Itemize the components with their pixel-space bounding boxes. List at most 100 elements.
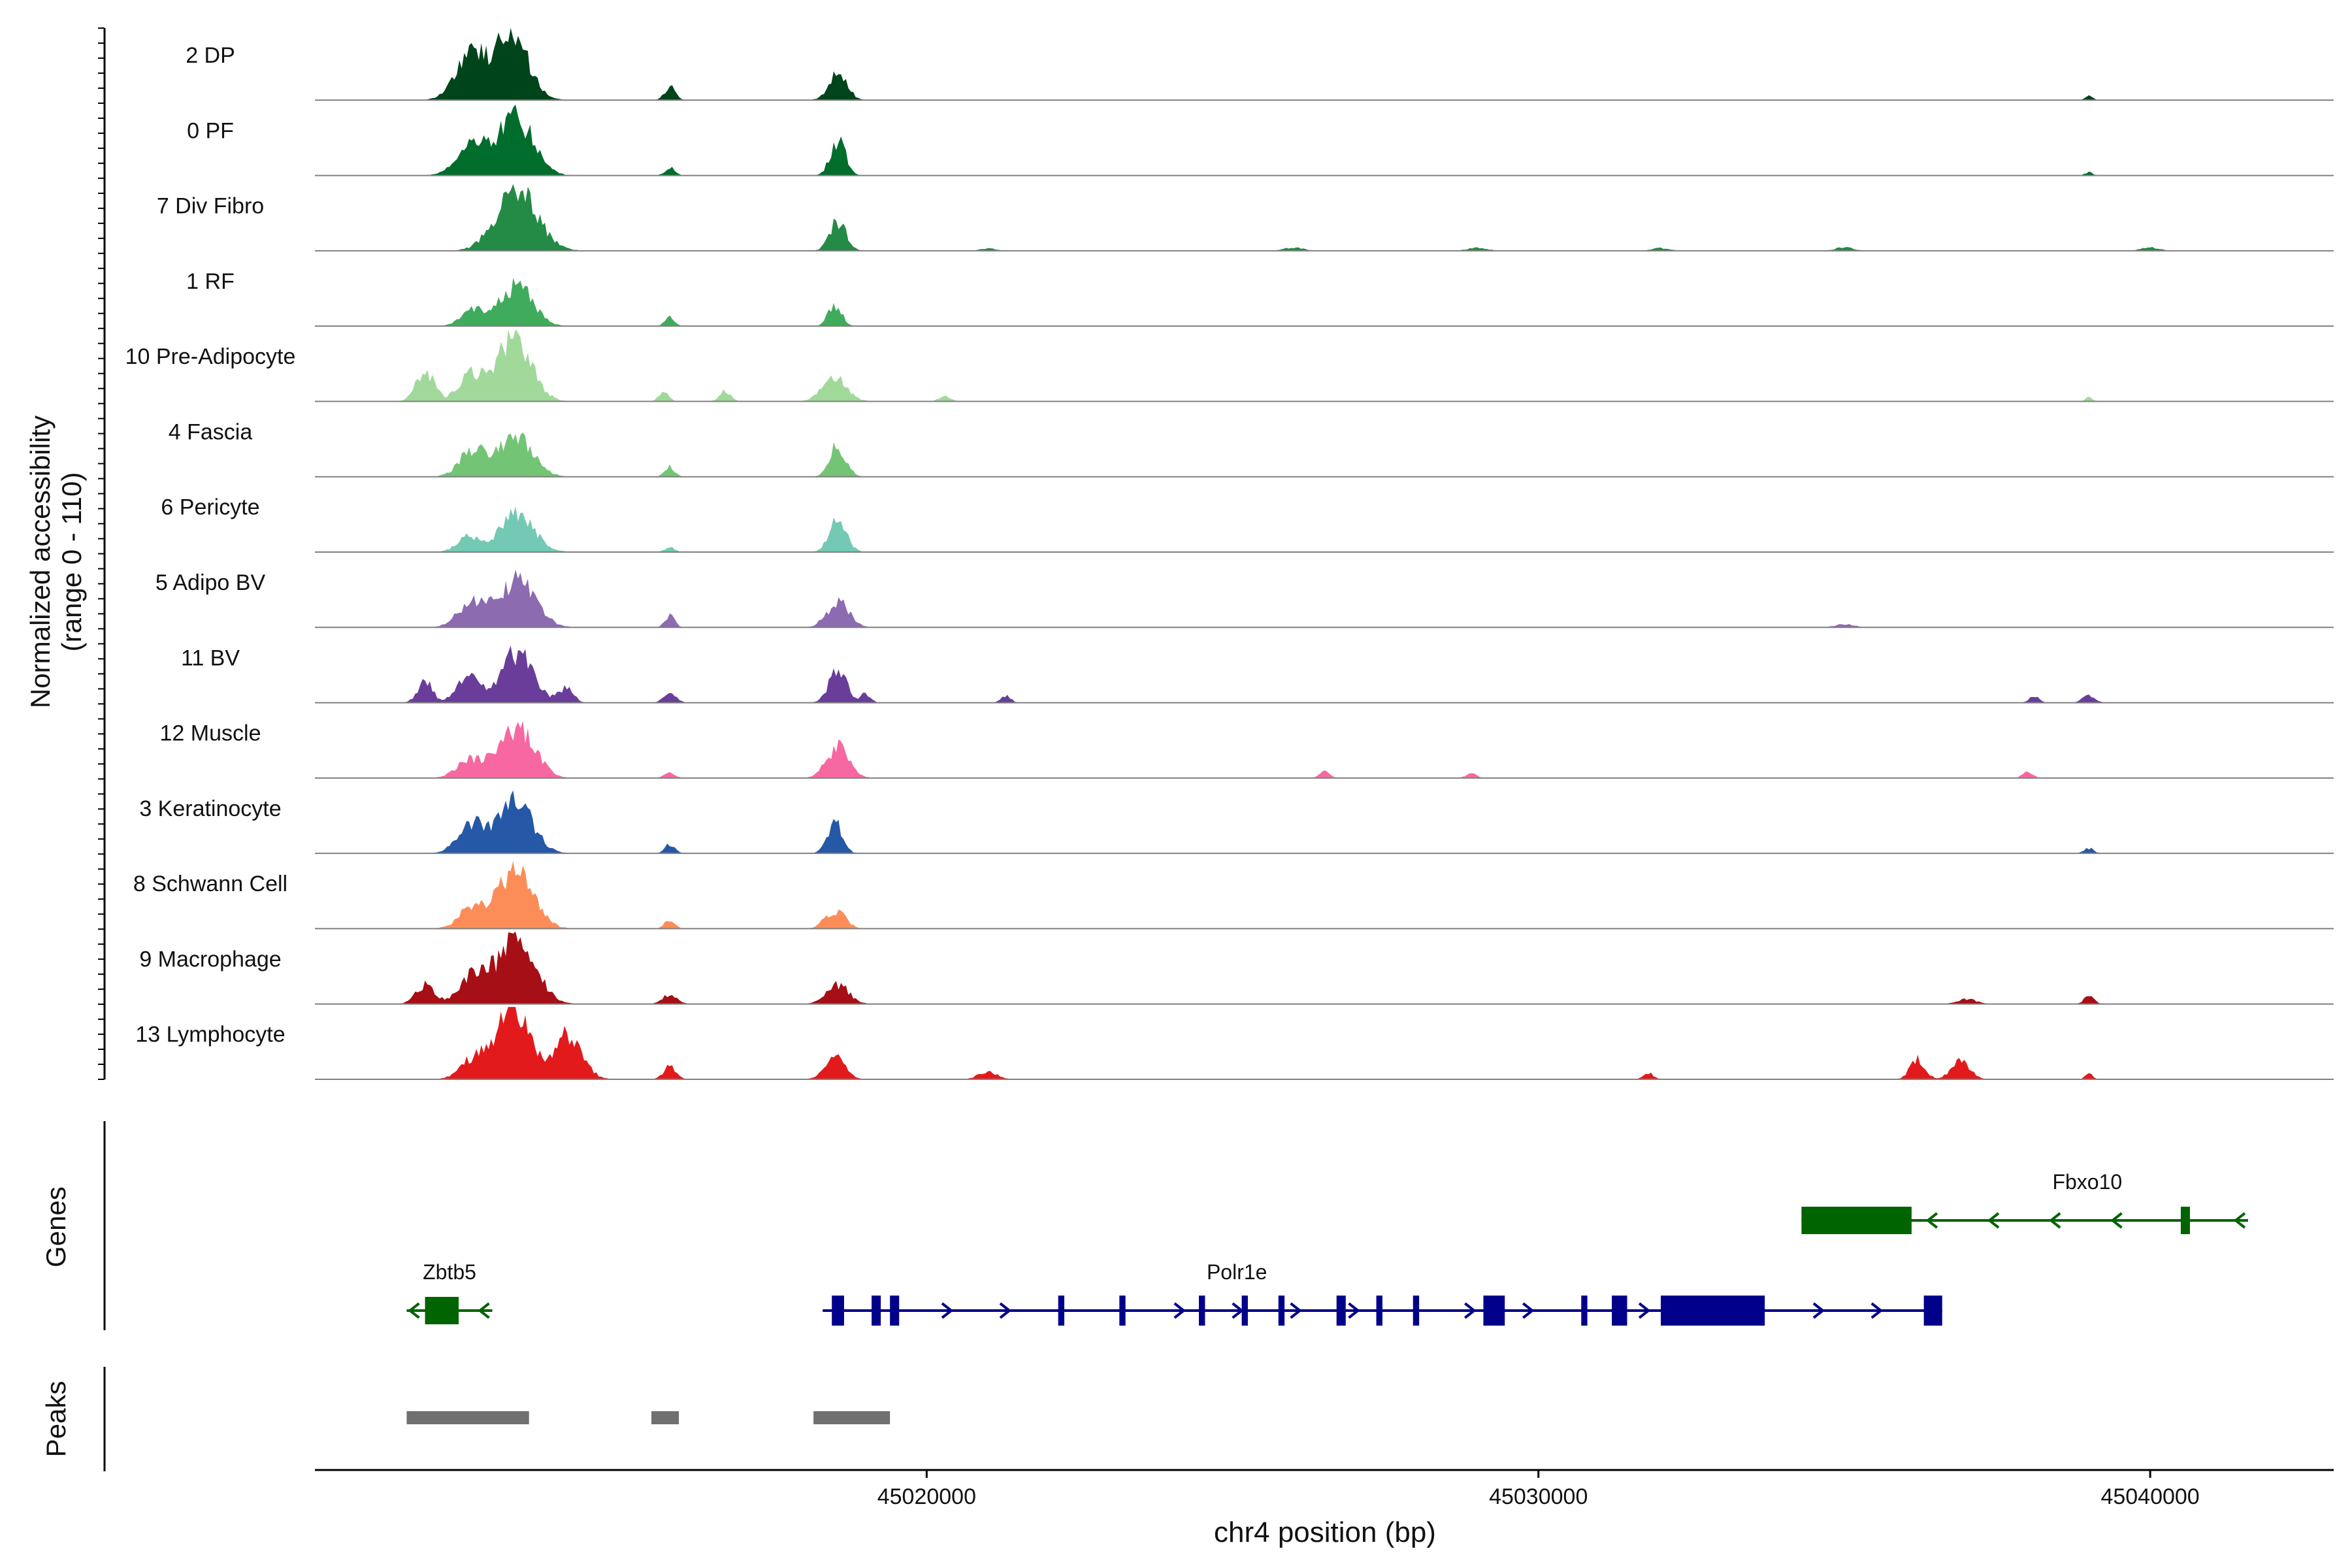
track-7: 6 Pericyte	[161, 495, 2334, 553]
gene-exon	[1119, 1296, 1126, 1326]
gene-exon	[1241, 1296, 1248, 1326]
gene-exon	[1801, 1207, 1912, 1234]
track-label: 11 BV	[181, 645, 240, 670]
track-label: 7 Div Fibro	[157, 194, 264, 219]
strand-chevron	[1870, 1302, 1884, 1319]
peaks-panel-label: Peaks	[41, 1381, 71, 1458]
coverage-area	[315, 569, 2334, 628]
gene-exon	[1413, 1296, 1420, 1326]
track-3: 7 Div Fibro	[157, 184, 2334, 252]
strand-chevron	[478, 1302, 490, 1319]
gene-exon	[1483, 1296, 1505, 1326]
track-label: 9 Macrophage	[139, 947, 281, 972]
gene-exon	[890, 1296, 900, 1326]
track-label: 5 Adipo BV	[155, 570, 266, 595]
track-label: 0 PF	[187, 118, 234, 143]
strand-chevron	[1638, 1302, 1651, 1319]
coverage-area	[315, 645, 2334, 703]
gene-exon	[832, 1296, 844, 1326]
gene-label: Polr1e	[1207, 1260, 1267, 1284]
coverage-area	[315, 432, 2334, 477]
gene-exon	[1581, 1296, 1588, 1326]
track-label: 8 Schwann Cell	[133, 872, 287, 896]
x-tick-label: 45040000	[2100, 1484, 2199, 1509]
track-label: 4 Fascia	[169, 419, 253, 444]
strand-chevron	[1464, 1302, 1477, 1319]
x-axis-title: chr4 position (bp)	[1214, 1516, 1436, 1548]
coverage-area	[315, 27, 2334, 101]
gene-exon	[425, 1297, 459, 1324]
coverage-area	[315, 932, 2334, 1004]
strand-chevron	[2110, 1212, 2123, 1229]
gene-exon	[1199, 1296, 1205, 1326]
coverage-area	[315, 860, 2334, 929]
track-12: 8 Schwann Cell	[133, 860, 2334, 930]
coverage-area	[315, 506, 2334, 552]
track-4: 1 RF	[186, 269, 2334, 327]
gene-annotations: Fbxo10 Zbtb5 Polr1e	[103, 1121, 2248, 1330]
track-label: 12 Muscle	[160, 721, 261, 746]
gene-exon	[872, 1296, 881, 1326]
strand-chevron	[1812, 1302, 1825, 1319]
track-1: 2 DP	[186, 27, 2334, 101]
coverage-area	[315, 278, 2334, 327]
track-label: 10 Pre-Adipocyte	[125, 344, 296, 369]
gene-label: Fbxo10	[2052, 1170, 2122, 1194]
peak-annotations	[103, 1367, 890, 1471]
gene-exon	[1058, 1296, 1065, 1326]
track-8: 5 Adipo BV	[155, 569, 2334, 629]
coverage-area	[315, 1007, 2334, 1079]
strand-chevron	[2233, 1212, 2246, 1229]
peak-region	[651, 1411, 679, 1424]
gene-exon	[2180, 1207, 2190, 1234]
x-tick-label: 45020000	[877, 1484, 976, 1509]
track-label: 2 DP	[186, 43, 235, 68]
strand-chevron	[408, 1302, 420, 1319]
coverage-area	[315, 721, 2334, 778]
track-6: 4 Fascia	[169, 419, 2334, 478]
track-label: 3 Keratinocyte	[139, 796, 281, 821]
strand-chevron	[1290, 1302, 1302, 1319]
track-11: 3 Keratinocyte	[139, 790, 2334, 855]
track-label: 1 RF	[186, 269, 235, 294]
y-axis-title-line2: (range 0 - 110)	[56, 472, 87, 652]
coverage-area	[315, 105, 2334, 176]
gene-exon	[1661, 1296, 1765, 1326]
track-label: 6 Pericyte	[161, 495, 259, 520]
x-axis: 45020000 45030000 45040000	[315, 1469, 2334, 1509]
strand-chevron	[2049, 1212, 2061, 1229]
strand-chevron	[1925, 1212, 1938, 1229]
strand-chevron	[1522, 1302, 1535, 1319]
gene-exon	[1336, 1296, 1346, 1326]
gene-exon	[1923, 1296, 1942, 1326]
track-13: 9 Macrophage	[139, 932, 2334, 1005]
track-5: 10 Pre-Adipocyte	[125, 329, 2334, 402]
strand-chevron	[1348, 1302, 1360, 1319]
gene-zbtb5: Zbtb5	[406, 1260, 493, 1324]
gene-label: Zbtb5	[423, 1260, 476, 1284]
coverage-area	[315, 329, 2334, 402]
track-2: 0 PF	[187, 105, 2334, 176]
coverage-area	[315, 184, 2334, 251]
peak-region	[406, 1411, 529, 1424]
gene-exon	[1376, 1296, 1382, 1326]
gene-exon	[1612, 1296, 1627, 1326]
peak-region	[813, 1411, 890, 1424]
coverage-tracks: 2 DP 0 PF 7 Div Fibro 1 RF 10 Pre-Adipocyte 4…	[98, 27, 2334, 1080]
strand-chevron	[1173, 1302, 1186, 1319]
track-10: 12 Muscle	[160, 721, 2334, 779]
track-14: 13 Lymphocyte	[135, 1007, 2334, 1080]
strand-chevron	[999, 1302, 1012, 1319]
track-9: 11 BV	[181, 645, 2334, 704]
y-axis-title-line1: Normalized accessibility	[25, 416, 56, 708]
gene-fbxo10: Fbxo10	[1801, 1170, 2248, 1234]
strand-chevron	[1987, 1212, 2000, 1229]
track-label: 13 Lymphocyte	[135, 1022, 285, 1047]
gene-polr1e: Polr1e	[823, 1260, 1942, 1326]
gene-exon	[1278, 1296, 1285, 1326]
x-tick-label: 45030000	[1489, 1484, 1588, 1509]
coverage-area	[315, 790, 2334, 854]
strand-chevron	[941, 1302, 954, 1319]
